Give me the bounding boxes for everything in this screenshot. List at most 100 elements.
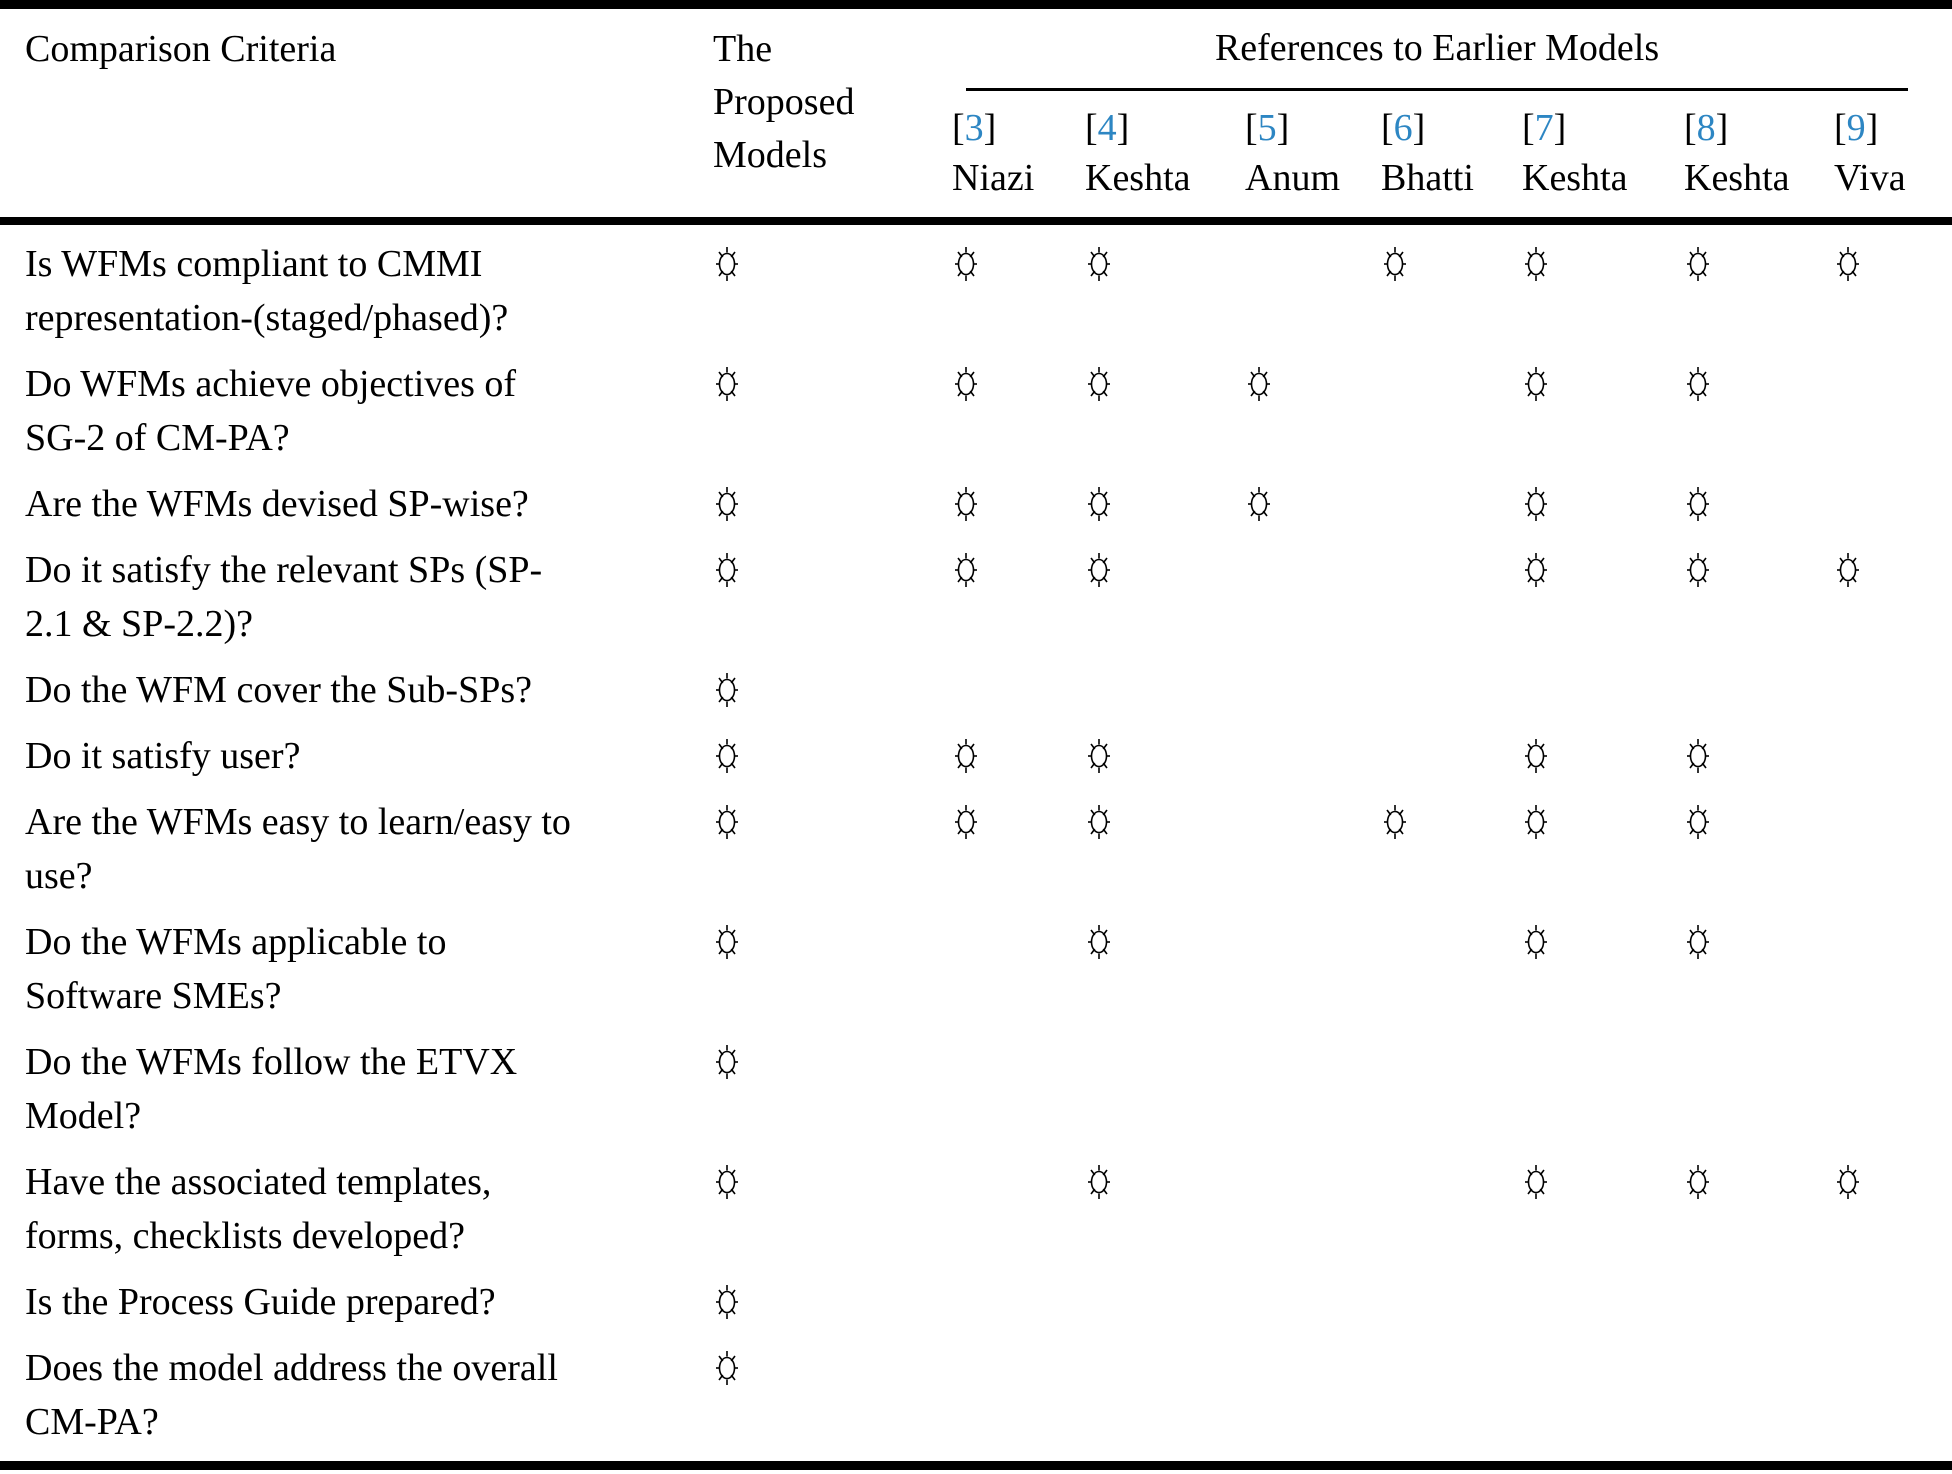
criteria-cell: Are the WFMs devised SP-wise? — [25, 483, 529, 525]
empty-cell — [1359, 663, 1500, 729]
references-group-label: References to Earlier Models — [966, 9, 1909, 91]
empty-cell — [1662, 1275, 1812, 1341]
empty-cell — [1223, 663, 1359, 729]
criteria-cell: Is the Process Guide prepared? — [25, 1281, 496, 1323]
criteria-cell: Do the WFMs follow the ETVX Model? — [25, 1041, 518, 1137]
citation-link[interactable]: [9] — [1834, 103, 1952, 153]
sun-icon — [1088, 367, 1110, 401]
sun-icon — [1088, 553, 1110, 587]
sun-icon — [1525, 553, 1547, 587]
ref-column-viva: [9] Viva — [1812, 91, 1952, 221]
mark-cell — [680, 1275, 930, 1341]
table-row: Do it satisfy user? — [0, 729, 1952, 795]
bracket: [ — [1834, 107, 1847, 149]
citation-link[interactable]: [3] — [952, 103, 1063, 153]
citation-link[interactable]: [7] — [1522, 103, 1662, 153]
sun-icon — [1687, 1165, 1709, 1199]
sun-icon — [955, 805, 977, 839]
mark-cell — [1500, 477, 1662, 543]
bracket: ] — [983, 107, 997, 149]
citation-link[interactable]: [8] — [1684, 103, 1812, 153]
reference-subheader-row: [3] Niazi [4] Keshta [5] Anum [6] Bhatti… — [0, 91, 1952, 221]
mark-cell — [680, 1035, 930, 1155]
sun-icon — [716, 247, 738, 281]
empty-cell — [1359, 477, 1500, 543]
empty-cell — [1359, 1341, 1500, 1466]
criteria-cell: Does the model address the overall CM-PA… — [25, 1347, 558, 1443]
sun-icon — [1687, 367, 1709, 401]
mark-cell — [1812, 543, 1952, 663]
table-header: Comparison Criteria The Proposed Models … — [0, 5, 1952, 221]
empty-cell — [930, 1155, 1063, 1275]
citation-link[interactable]: [6] — [1381, 103, 1500, 153]
sun-icon — [716, 367, 738, 401]
mark-cell — [930, 221, 1063, 357]
sun-icon — [955, 487, 977, 521]
bracket: ] — [1715, 107, 1729, 149]
empty-cell — [1063, 663, 1223, 729]
mark-cell — [1063, 1155, 1223, 1275]
sun-icon — [1687, 925, 1709, 959]
criteria-cell: Is WFMs compliant to CMMI representation… — [25, 243, 509, 339]
mark-cell — [680, 795, 930, 915]
empty-cell — [1359, 1155, 1500, 1275]
mark-cell — [930, 543, 1063, 663]
mark-cell — [1662, 477, 1812, 543]
empty-cell — [930, 663, 1063, 729]
citation-number: 7 — [1534, 107, 1554, 149]
mark-cell — [930, 477, 1063, 543]
sun-icon — [1687, 739, 1709, 773]
empty-cell — [1359, 543, 1500, 663]
sun-icon — [1525, 367, 1547, 401]
mark-cell — [1662, 221, 1812, 357]
table-row: Have the associated templates, forms, ch… — [0, 1155, 1952, 1275]
table-row: Are the WFMs devised SP-wise? — [0, 477, 1952, 543]
sun-icon — [1525, 487, 1547, 521]
table-row: Do the WFMs applicable to Software SMEs? — [0, 915, 1952, 1035]
sun-icon — [1525, 1165, 1547, 1199]
empty-cell — [930, 915, 1063, 1035]
empty-cell — [1359, 915, 1500, 1035]
mark-cell — [1500, 1155, 1662, 1275]
empty-cell — [1063, 1275, 1223, 1341]
citation-number: 6 — [1393, 107, 1413, 149]
table-body: Is WFMs compliant to CMMI representation… — [0, 221, 1952, 1466]
empty-cell — [1500, 1341, 1662, 1466]
bracket: [ — [1684, 107, 1697, 149]
citation-number: 8 — [1696, 107, 1716, 149]
empty-cell — [1662, 663, 1812, 729]
empty-cell — [1812, 1035, 1952, 1155]
mark-cell — [680, 729, 930, 795]
sun-icon — [716, 925, 738, 959]
mark-cell — [680, 221, 930, 357]
author-name: Keshta — [1522, 157, 1628, 199]
sun-icon — [716, 673, 738, 707]
mark-cell — [680, 1341, 930, 1466]
citation-link[interactable]: [5] — [1245, 103, 1359, 153]
sun-icon — [1525, 925, 1547, 959]
empty-cell — [1223, 1275, 1359, 1341]
author-name: Anum — [1245, 157, 1340, 199]
sun-icon — [1088, 805, 1110, 839]
mark-cell — [680, 915, 930, 1035]
empty-cell — [1223, 795, 1359, 915]
empty-cell — [1063, 1035, 1223, 1155]
criteria-column-header: Comparison Criteria — [25, 28, 337, 70]
mark-cell — [1063, 543, 1223, 663]
empty-cell — [1223, 1035, 1359, 1155]
citation-link[interactable]: [4] — [1085, 103, 1223, 153]
sun-icon — [1088, 247, 1110, 281]
sun-icon — [716, 1285, 738, 1319]
bracket: ] — [1865, 107, 1879, 149]
author-name: Keshta — [1085, 157, 1191, 199]
mark-cell — [930, 357, 1063, 477]
sun-icon — [716, 487, 738, 521]
sun-icon — [716, 1045, 738, 1079]
empty-cell — [1223, 543, 1359, 663]
author-name: Viva — [1834, 157, 1906, 199]
empty-cell — [1812, 357, 1952, 477]
sun-icon — [716, 739, 738, 773]
empty-cell — [1812, 1341, 1952, 1466]
empty-cell — [1812, 795, 1952, 915]
sun-icon — [1837, 247, 1859, 281]
